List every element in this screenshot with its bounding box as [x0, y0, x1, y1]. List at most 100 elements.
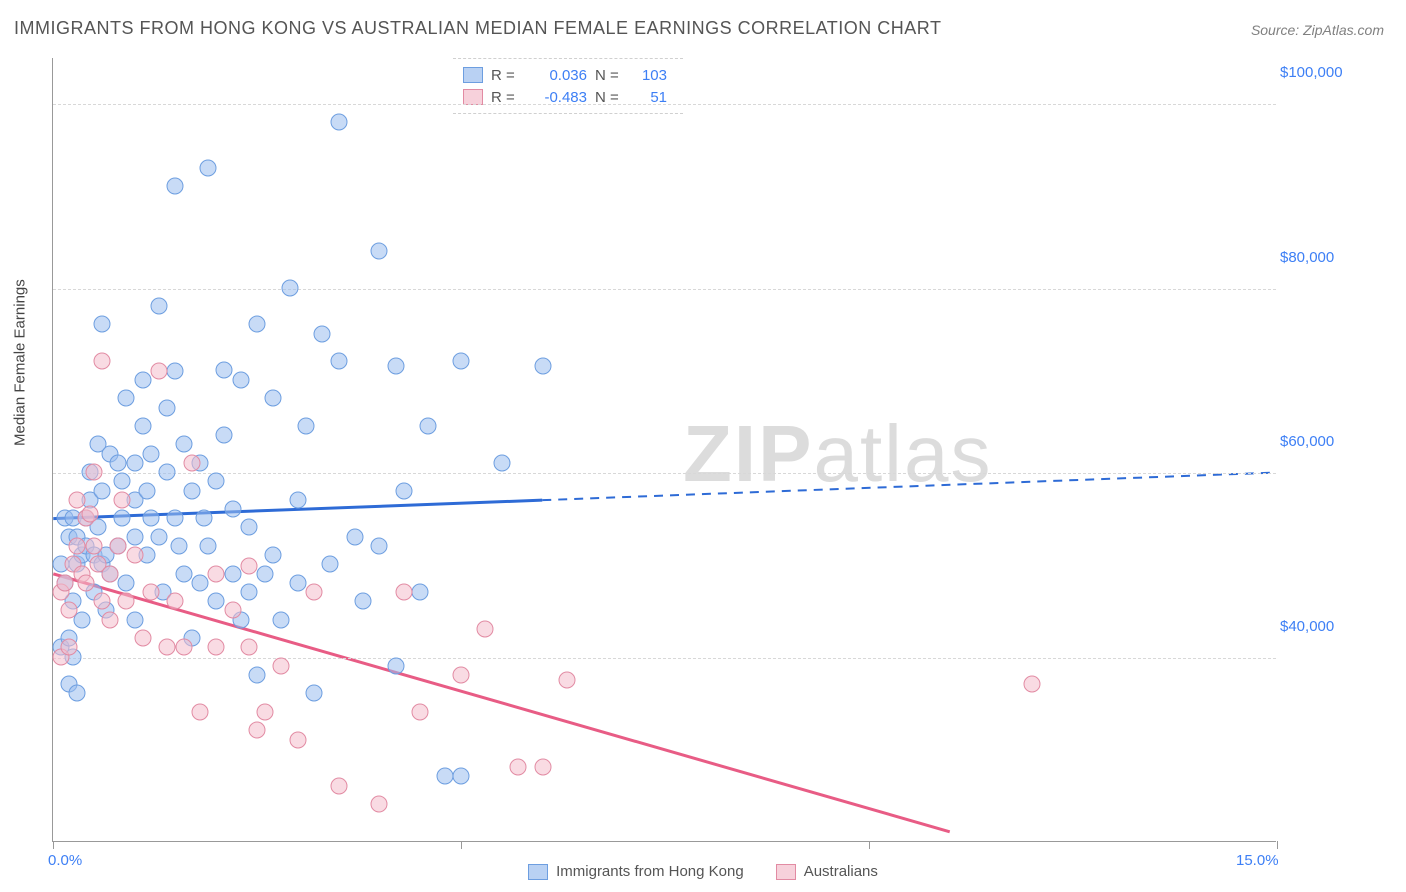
data-point-au [453, 666, 470, 683]
data-point-au [395, 583, 412, 600]
data-point-hk [216, 427, 233, 444]
data-point-hk [322, 556, 339, 573]
chart-plot-area: ZIPatlas R = 0.036 N = 103 R = -0.483 N … [52, 58, 1276, 842]
data-point-hk [138, 482, 155, 499]
data-point-au [240, 639, 257, 656]
chart-title: IMMIGRANTS FROM HONG KONG VS AUSTRALIAN … [14, 18, 941, 39]
data-point-hk [240, 583, 257, 600]
data-point-au [240, 558, 257, 575]
data-point-hk [93, 316, 110, 333]
label-R: R = [491, 89, 519, 106]
data-point-au [534, 759, 551, 776]
bottom-legend-au: Australians [776, 863, 878, 880]
data-point-hk [257, 565, 274, 582]
data-point-hk [175, 565, 192, 582]
data-point-au [142, 583, 159, 600]
data-point-au [477, 620, 494, 637]
data-point-hk [314, 325, 331, 342]
data-point-hk [240, 519, 257, 536]
data-point-au [102, 565, 119, 582]
data-point-hk [171, 537, 188, 554]
data-point-au [175, 639, 192, 656]
data-point-hk [224, 565, 241, 582]
data-point-hk [493, 454, 510, 471]
data-point-hk [69, 685, 86, 702]
data-point-au [306, 583, 323, 600]
trend-line-au [53, 574, 949, 832]
data-point-au [273, 657, 290, 674]
stats-legend: R = 0.036 N = 103 R = -0.483 N = 51 [453, 58, 683, 114]
data-point-hk [151, 298, 168, 315]
data-point-hk [249, 666, 266, 683]
data-point-hk [249, 316, 266, 333]
data-point-hk [195, 510, 212, 527]
swatch-au-bottom [776, 864, 796, 880]
data-point-hk [126, 528, 143, 545]
data-point-hk [191, 574, 208, 591]
x-tick-label: 0.0% [48, 852, 82, 869]
data-point-hk [159, 464, 176, 481]
data-point-hk [281, 279, 298, 296]
legend-row-hk: R = 0.036 N = 103 [463, 64, 667, 86]
data-point-au [371, 796, 388, 813]
data-point-hk [208, 473, 225, 490]
data-point-hk [387, 657, 404, 674]
bottom-legend-hk: Immigrants from Hong Kong [528, 863, 744, 880]
gridline [53, 289, 1276, 290]
data-point-au [118, 593, 135, 610]
y-tick-label: $100,000 [1280, 64, 1343, 81]
data-point-au [167, 593, 184, 610]
x-tick [1277, 841, 1278, 849]
data-point-hk [371, 537, 388, 554]
data-point-au [151, 362, 168, 379]
data-point-hk [175, 436, 192, 453]
data-point-hk [273, 611, 290, 628]
data-point-hk [151, 528, 168, 545]
data-point-hk [395, 482, 412, 499]
data-point-hk [167, 362, 184, 379]
data-point-au [93, 353, 110, 370]
data-point-hk [297, 417, 314, 434]
data-point-au [510, 759, 527, 776]
data-point-hk [371, 242, 388, 259]
x-tick [869, 841, 870, 849]
data-point-hk [330, 113, 347, 130]
data-point-hk [142, 510, 159, 527]
data-point-au [134, 630, 151, 647]
data-point-au [57, 574, 74, 591]
data-point-hk [126, 611, 143, 628]
trend-lines [53, 58, 1276, 841]
data-point-au [159, 639, 176, 656]
data-point-hk [453, 768, 470, 785]
data-point-hk [183, 482, 200, 499]
swatch-hk [463, 67, 483, 83]
data-point-au [81, 505, 98, 522]
data-point-au [110, 537, 127, 554]
data-point-hk [387, 358, 404, 375]
data-point-hk [306, 685, 323, 702]
data-point-hk [126, 454, 143, 471]
watermark-bold: ZIP [683, 409, 813, 498]
label-N: N = [595, 89, 623, 106]
data-point-hk [134, 417, 151, 434]
data-point-hk [289, 574, 306, 591]
data-point-au [257, 703, 274, 720]
x-tick-label: 15.0% [1236, 852, 1279, 869]
data-point-au [191, 703, 208, 720]
data-point-hk [93, 482, 110, 499]
data-point-au [61, 602, 78, 619]
data-point-au [69, 537, 86, 554]
watermark-light: atlas [813, 409, 992, 498]
data-point-hk [134, 371, 151, 388]
data-point-au [224, 602, 241, 619]
y-tick-label: $40,000 [1280, 618, 1334, 635]
data-point-hk [330, 353, 347, 370]
bottom-legend-au-label: Australians [804, 863, 878, 880]
data-point-hk [265, 390, 282, 407]
data-point-au [93, 593, 110, 610]
data-point-au [61, 639, 78, 656]
data-point-hk [118, 574, 135, 591]
data-point-au [77, 574, 94, 591]
y-axis-label: Median Female Earnings [12, 279, 29, 446]
data-point-hk [453, 353, 470, 370]
